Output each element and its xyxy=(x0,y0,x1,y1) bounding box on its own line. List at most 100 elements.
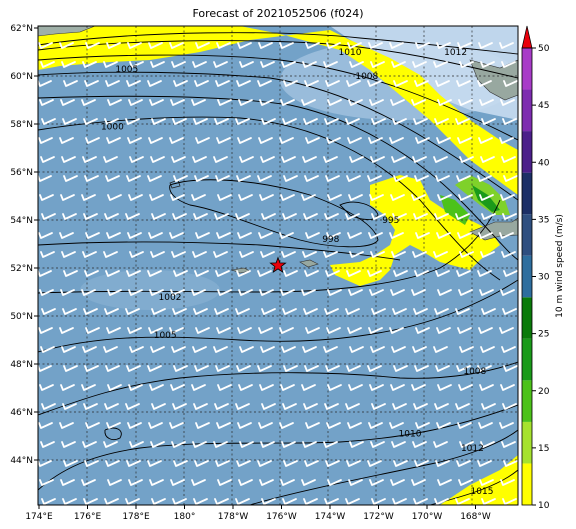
wind-barb xyxy=(239,61,254,68)
wind-barb xyxy=(170,384,185,391)
wind-barb xyxy=(236,365,251,372)
wind-barb xyxy=(347,422,362,429)
wind-barb xyxy=(260,441,275,448)
wind-barb xyxy=(40,61,55,68)
lon-tick-label: 174°W xyxy=(315,512,346,522)
wind-barb xyxy=(38,232,53,239)
wind-barb xyxy=(347,232,362,239)
wind-barb xyxy=(237,42,252,49)
wind-barb xyxy=(481,118,496,125)
wind-barb xyxy=(127,137,142,144)
wind-barb xyxy=(477,365,492,372)
wind-barb xyxy=(279,232,294,239)
wind-barb xyxy=(171,61,186,68)
wind-barb xyxy=(480,441,495,448)
wind-barb xyxy=(237,137,252,144)
storm-center-star-icon[interactable] xyxy=(269,256,287,274)
wind-barb xyxy=(213,61,228,68)
wind-barb xyxy=(455,498,470,505)
wind-barb xyxy=(171,156,186,163)
wind-barb xyxy=(259,99,274,106)
lat-tick-label: 46°N xyxy=(10,408,33,418)
wind-barb xyxy=(459,251,474,258)
wind-barb xyxy=(503,365,518,372)
wind-barb xyxy=(457,232,472,239)
wind-barb xyxy=(435,175,450,182)
wind-barb xyxy=(215,270,230,277)
wind-barb xyxy=(305,137,320,144)
wind-barb xyxy=(458,99,473,106)
isobar-label: 1002 xyxy=(159,293,182,303)
isobar-998 xyxy=(38,241,401,261)
lon-tick-label: 176°E xyxy=(74,512,102,522)
wind-barb xyxy=(414,270,429,277)
wind-barb xyxy=(215,365,230,372)
wind-barb xyxy=(41,498,56,505)
wind-barb xyxy=(213,346,228,353)
wind-barb xyxy=(40,441,55,448)
isobar xyxy=(38,40,518,79)
wind-barb xyxy=(501,61,516,68)
wind-swath-east xyxy=(330,175,500,286)
wind-barb xyxy=(235,118,250,125)
wind-barb xyxy=(283,175,298,182)
lat-tick-label: 48°N xyxy=(10,360,33,370)
wind-barb xyxy=(370,251,385,258)
wind-barb xyxy=(147,365,162,372)
wind-barb xyxy=(412,251,427,258)
wind-barb xyxy=(217,194,232,201)
wind-barb xyxy=(457,137,472,144)
wind-barb xyxy=(479,194,494,201)
wind-barb xyxy=(280,289,295,296)
wind-barb xyxy=(367,365,382,372)
wind-barb xyxy=(501,346,516,353)
wind-swath-south xyxy=(440,455,518,505)
wind-barb xyxy=(81,384,96,391)
wind-barb xyxy=(281,251,296,258)
wind-barb xyxy=(239,156,254,163)
wind-barb xyxy=(324,118,339,125)
wind-barb xyxy=(129,441,144,448)
wind-barb xyxy=(169,232,184,239)
wind-barb xyxy=(236,270,251,277)
wind-barb xyxy=(125,308,140,315)
wind-barb xyxy=(192,251,207,258)
lon-tick-label: 170°W xyxy=(412,512,443,522)
wind-barb xyxy=(238,479,253,486)
wind-barb xyxy=(370,61,385,68)
isobar-995 xyxy=(169,179,379,248)
wind-barb xyxy=(61,441,76,448)
wind-barb xyxy=(456,365,471,372)
wind-barb xyxy=(82,441,97,448)
wind-barb xyxy=(459,156,474,163)
wind-barb xyxy=(283,460,298,467)
wind-barb xyxy=(149,384,164,391)
wind-barb xyxy=(169,137,184,144)
wind-barb xyxy=(280,99,295,106)
wind-barb xyxy=(413,213,428,220)
wind-barb xyxy=(325,175,340,182)
map-title: Forecast of 2021052506 (f024) xyxy=(192,7,364,20)
isobar-1008 xyxy=(38,361,518,416)
wind-barb xyxy=(82,251,97,258)
wind-barb xyxy=(126,460,141,467)
wind-barb xyxy=(195,327,210,334)
wind-barb xyxy=(104,118,119,125)
wind-barb xyxy=(129,346,144,353)
wind-barb xyxy=(279,137,294,144)
wind-barb xyxy=(171,441,186,448)
wind-barb xyxy=(81,194,96,201)
lon-tick-label: 178°W xyxy=(218,512,249,522)
wind-barb xyxy=(257,175,272,182)
wind-barb xyxy=(455,118,470,125)
wind-barb xyxy=(458,384,473,391)
wind-barb xyxy=(151,403,166,410)
wind-swath-north xyxy=(38,26,518,195)
isobar-label: 1010 xyxy=(339,48,362,58)
wind-barb xyxy=(437,479,452,486)
wind-barb xyxy=(40,156,55,163)
wind-barb xyxy=(369,99,384,106)
wind-barb xyxy=(149,99,164,106)
wind-barb xyxy=(61,251,76,258)
